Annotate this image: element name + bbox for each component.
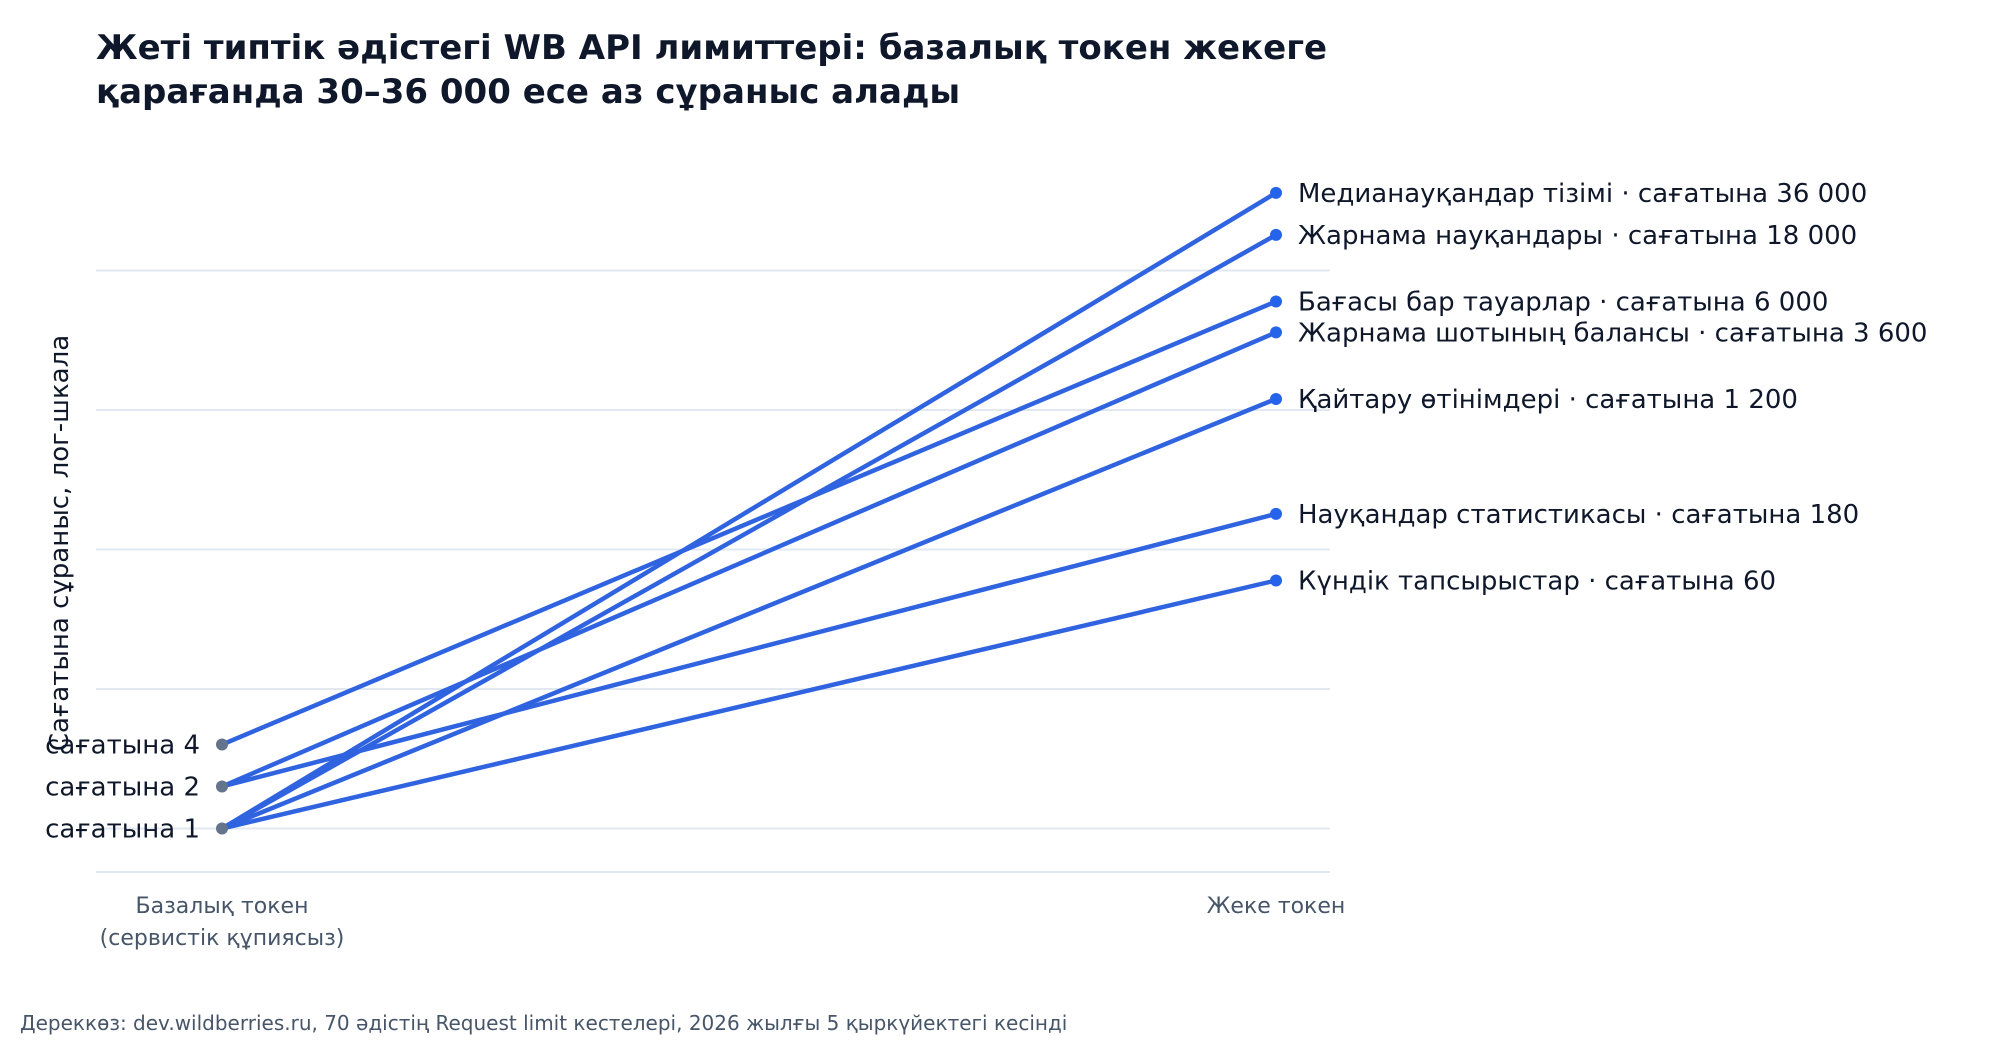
personal-token-point (1270, 326, 1282, 339)
x-category-labels: Базалық токен (сервистік құпиясыз) Жеке то… (100, 894, 1346, 951)
series-line (219, 396, 1279, 831)
chart-title-line-1: Жеті типтік әдістегі WB API лимиттері: б… (96, 28, 1328, 68)
series-label: Жарнама науқандары · сағатына 18 000 (1298, 221, 1857, 251)
chart-title-line-2: қарағанда 30–36 000 есе аз сұраныс алады (96, 72, 961, 112)
series-label: Бағасы бар тауарлар · сағатына 6 000 (1298, 287, 1828, 317)
category-label: Жеке токен (1207, 894, 1346, 919)
base-value-labels: сағатына 4 сағатына 2 сағатына 1 (45, 731, 200, 845)
source-note: Дереккөз: dev.wildberries.ru, 70 әдістің… (20, 1011, 1068, 1035)
chart-title: Жеті типтік әдістегі WB API лимиттері: б… (96, 26, 1596, 114)
series-label: Қайтару өтінімдері · сағатына 1 200 (1298, 385, 1798, 415)
base-value-label: сағатына 4 (45, 731, 200, 761)
base-value-label: сағатына 2 (45, 773, 200, 803)
series-line (219, 232, 1279, 831)
personal-token-point (1270, 295, 1282, 308)
series-line (219, 299, 1279, 747)
series-line (219, 330, 1279, 789)
personal-token-point (1270, 186, 1282, 199)
base-value-label: сағатына 1 (45, 815, 200, 845)
series-line (219, 190, 1279, 831)
series-labels: Медианауқандар тізімі · сағатына 36 000 Ж… (1298, 179, 1927, 597)
series-line (219, 511, 1279, 789)
series-lines (219, 190, 1279, 831)
series-label: Науқандар статистикасы · сағатына 180 (1298, 500, 1859, 530)
base-token-point (216, 780, 228, 793)
personal-token-point (1270, 228, 1282, 241)
category-label: Базалық токен (136, 894, 309, 919)
series-label: Медианауқандар тізімі · сағатына 36 000 (1298, 179, 1867, 209)
category-label: (сервистік құпиясыз) (100, 926, 345, 951)
series-label: Жарнама шотының балансы · сағатына 3 600 (1298, 318, 1927, 348)
base-token-point (216, 822, 228, 835)
series-line (219, 578, 1279, 831)
base-token-point (216, 738, 228, 751)
personal-token-points (1270, 186, 1282, 587)
personal-token-point (1270, 392, 1282, 405)
slope-chart: сағатына 4 сағатына 2 сағатына 1 Медианауқ… (45, 179, 1927, 951)
personal-token-point (1270, 574, 1282, 587)
series-label: Күндік тапсырыстар · сағатына 60 (1298, 566, 1776, 596)
base-token-points (216, 738, 228, 835)
personal-token-point (1270, 507, 1282, 520)
y-axis-label: Сағатына сұраныс, лог-шкала (45, 335, 75, 751)
